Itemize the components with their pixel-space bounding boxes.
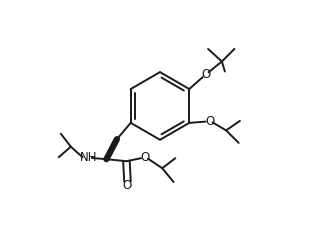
Text: O: O (202, 68, 211, 81)
Text: O: O (205, 115, 214, 128)
Text: O: O (123, 179, 132, 192)
Text: NH: NH (80, 151, 97, 164)
Text: O: O (140, 151, 149, 164)
